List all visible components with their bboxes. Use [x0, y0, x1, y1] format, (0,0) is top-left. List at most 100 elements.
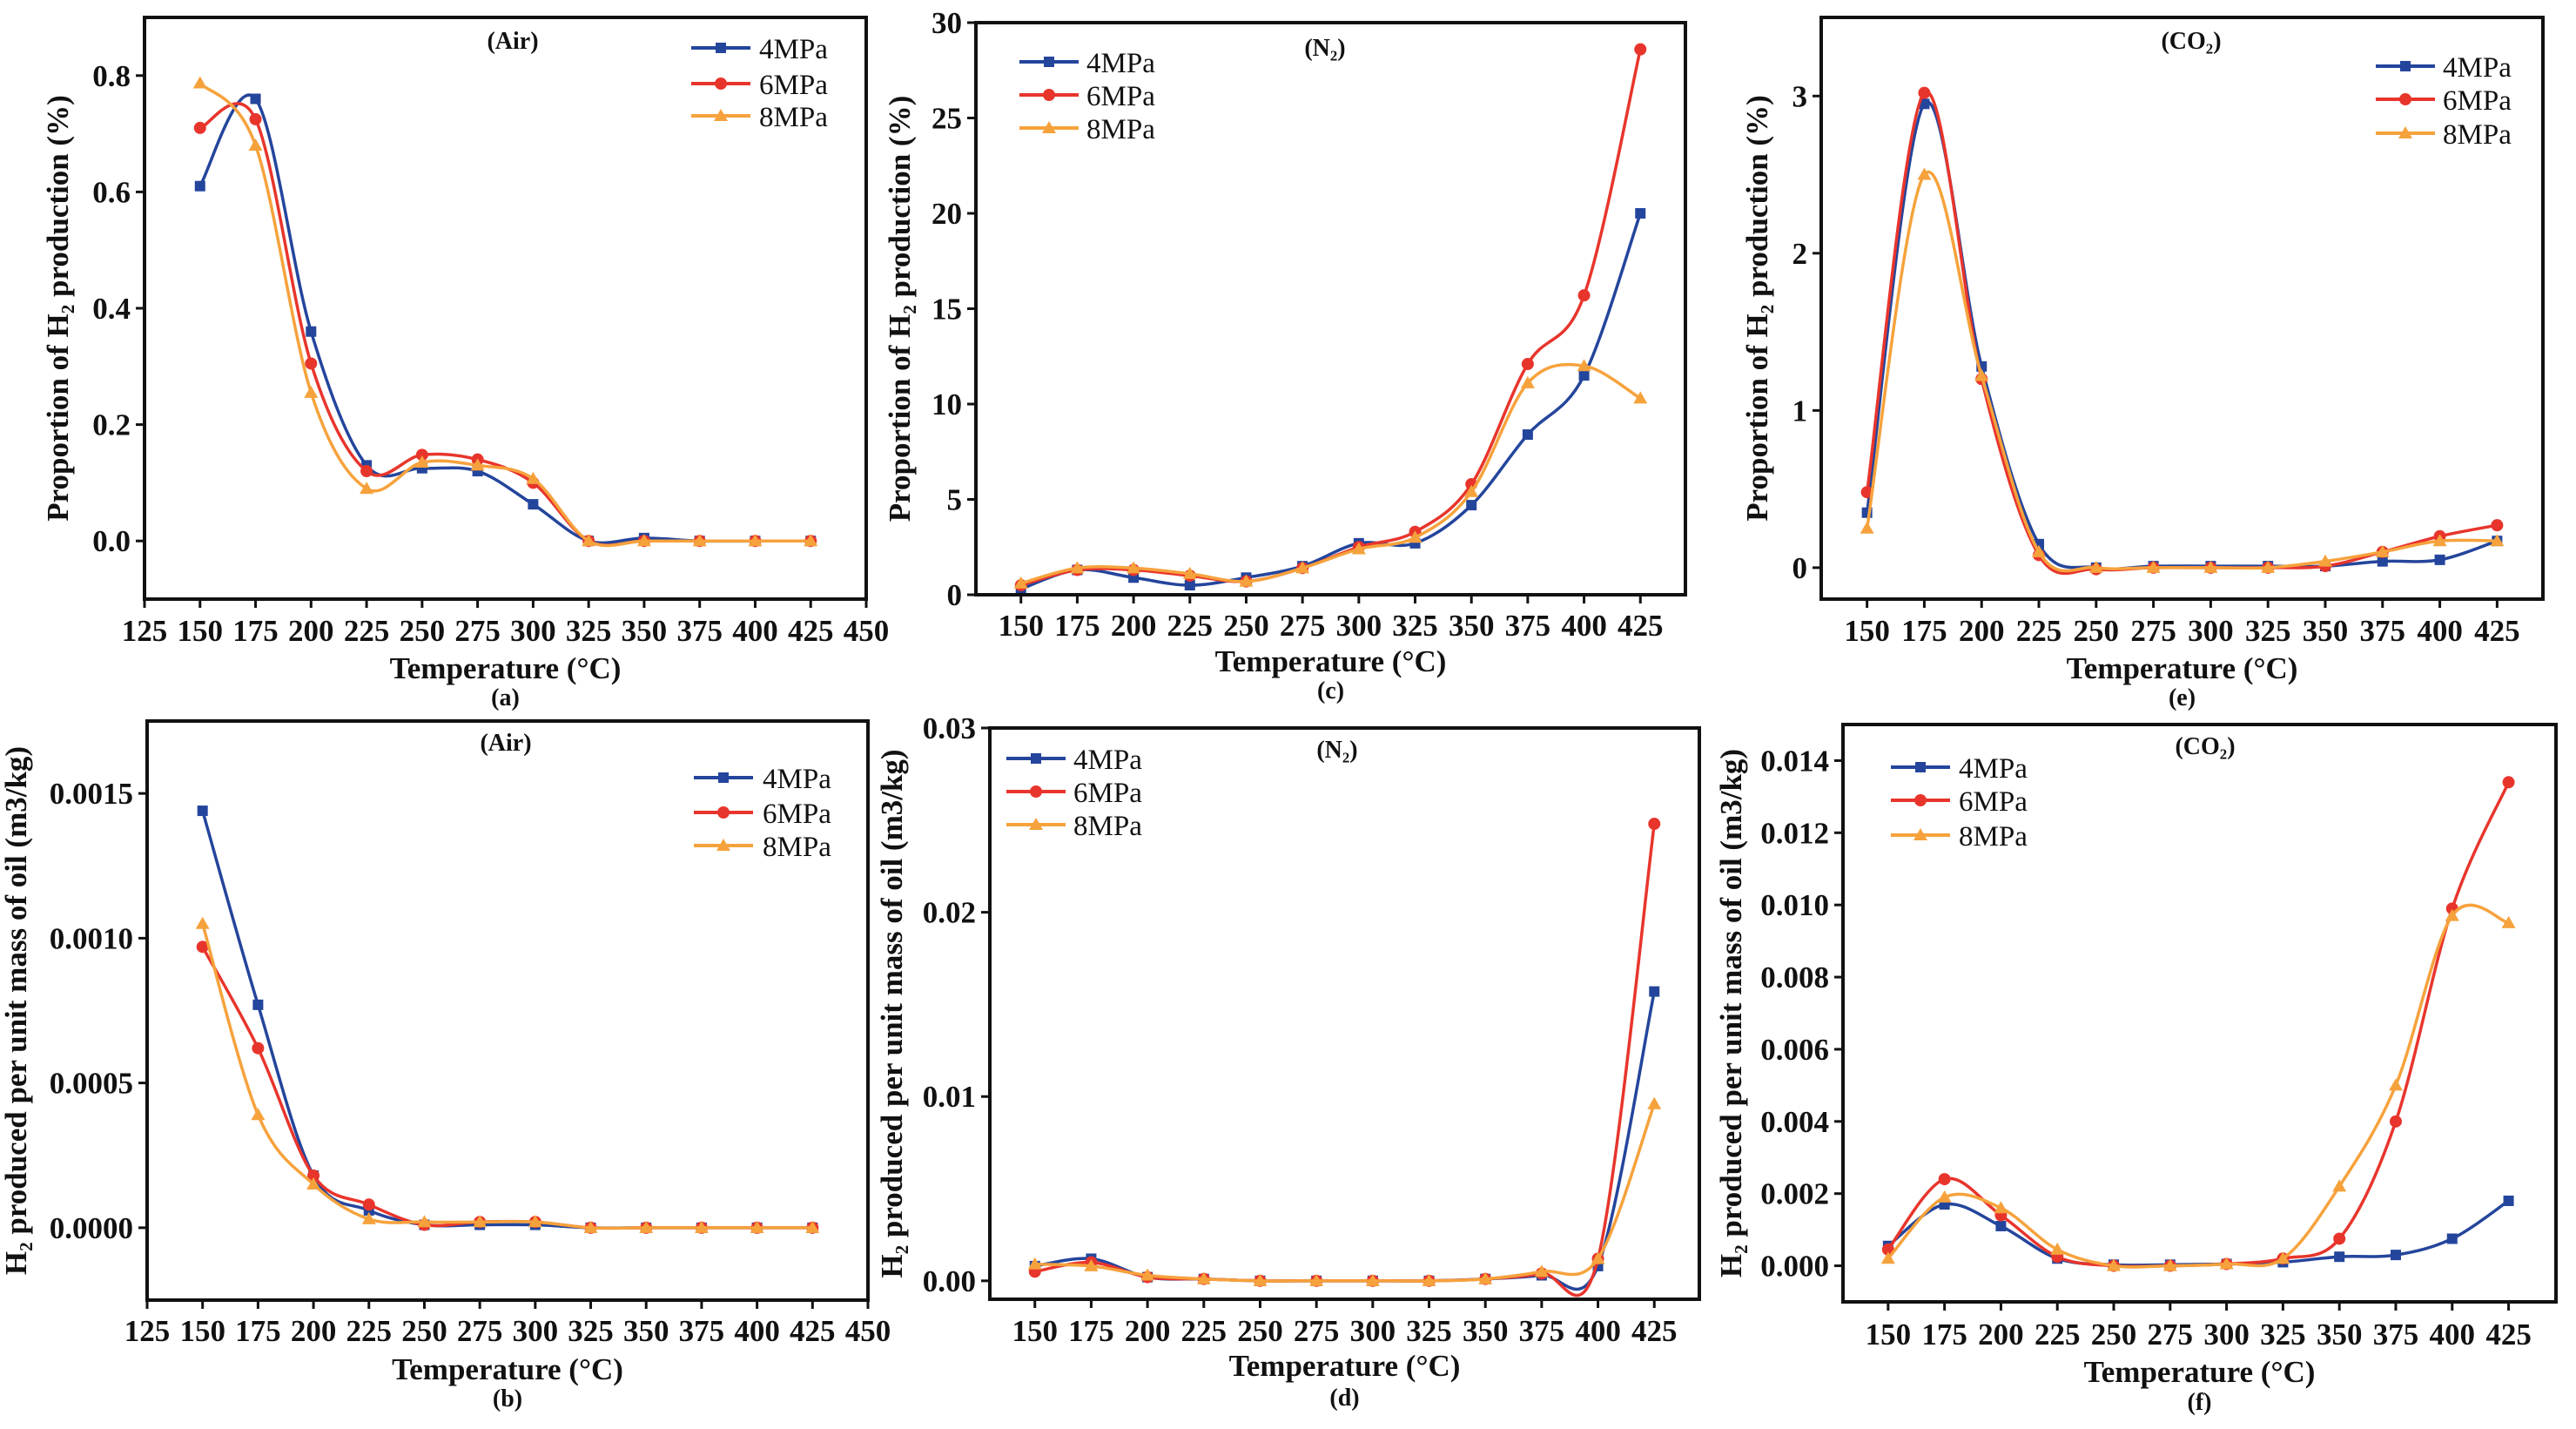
x-tick-label: 300: [513, 1314, 559, 1348]
x-tick-label: 450: [844, 614, 890, 648]
series-line-4MPa: [1887, 1199, 2510, 1267]
series-4MPa: [194, 93, 817, 547]
circle-marker: [1043, 89, 1055, 101]
series-8MPa: [192, 76, 818, 548]
legend-item-6MPa: 6MPa: [691, 70, 828, 101]
x-tick-label: 325: [566, 614, 612, 648]
plot-frame: [974, 21, 1687, 597]
x-tick-label: 125: [124, 1314, 171, 1348]
square-marker: [1919, 98, 1930, 110]
y-tick-label: 0.008: [1760, 961, 1829, 994]
legend-label: 6MPa: [759, 70, 828, 101]
x-tick-label: 300: [510, 614, 556, 648]
circle-marker: [360, 465, 373, 478]
x-tick-label: 175: [232, 614, 279, 648]
x-tick-label: 350: [1463, 1314, 1509, 1348]
x-tick-label: 425: [1618, 609, 1664, 643]
series-line-8MPa: [1034, 1103, 1656, 1283]
square-marker: [197, 805, 208, 817]
x-tick-label: 250: [2091, 1318, 2137, 1351]
square-marker: [1184, 580, 1195, 591]
triangle-marker: [1182, 566, 1197, 579]
triangle-marker: [1534, 1264, 1549, 1277]
legend-item-4MPa: 4MPa: [2376, 52, 2512, 84]
square-marker: [1649, 986, 1660, 997]
triangle-marker: [1647, 1096, 1662, 1109]
legend-label: 8MPa: [2443, 119, 2512, 151]
legend-label: 8MPa: [763, 832, 831, 863]
x-axis-label: Temperature (°C): [1229, 1349, 1461, 1383]
y-tick-label: 30: [932, 6, 962, 40]
x-tick-label: 250: [1237, 1314, 1283, 1348]
circle-marker: [715, 78, 727, 90]
x-tick-label: 425: [788, 614, 834, 648]
x-tick-label: 375: [1505, 609, 1551, 643]
triangle-marker: [2219, 1257, 2234, 1270]
x-tick-label: 225: [1167, 609, 1214, 643]
panel-d: 150 175 200 225 250 275 300 325 350 375 400 425 0.00…: [875, 711, 1701, 1412]
x-tick-label: 300: [1350, 1314, 1396, 1348]
legend-item-4MPa: 4MPa: [1006, 745, 1142, 776]
legend-item-6MPa: 6MPa: [1006, 778, 1142, 809]
y-tick-label: 1: [1792, 394, 1808, 428]
triangle-marker: [361, 1211, 376, 1224]
x-tick-label: 400: [2417, 614, 2463, 648]
triangle-marker: [582, 534, 596, 547]
y-tick-label: 0.014: [1760, 744, 1829, 778]
triangle-marker: [414, 455, 429, 468]
x-tick-label: 375: [679, 1314, 725, 1348]
x-tick-label: 175: [235, 1314, 281, 1348]
circle-marker: [717, 806, 730, 819]
panel-a: 125 150 175 200 225 250 275 300 325 350 375 400 425 4…: [41, 16, 890, 711]
legend-item-8MPa: 8MPa: [2376, 119, 2512, 151]
panel-title: (N₂): [1304, 35, 1345, 62]
panel-caption: (c): [1317, 677, 1344, 704]
series-line-4MPa: [1865, 100, 2498, 571]
x-tick-label: 275: [454, 614, 501, 648]
square-marker: [1635, 208, 1646, 219]
series-line-8MPa: [1887, 903, 2510, 1269]
triangle-marker: [2432, 534, 2447, 547]
series-line-4MPa: [198, 93, 811, 545]
legend-item-4MPa: 4MPa: [694, 764, 831, 795]
y-tick-label: 0.0000: [50, 1211, 133, 1245]
triangle-marker: [248, 138, 263, 151]
y-tick-label: 15: [932, 293, 962, 327]
triangle-marker: [639, 1220, 654, 1233]
x-tick-label: 375: [2373, 1318, 2419, 1351]
series-line-4MPa: [1034, 991, 1656, 1291]
triangle-marker: [1880, 1251, 1895, 1264]
square-marker: [716, 43, 726, 53]
plot-frame: [1841, 723, 2558, 1304]
triangle-marker: [636, 534, 651, 547]
triangle-marker: [1239, 574, 1254, 587]
x-axis-label: Temperature (°C): [392, 1352, 623, 1386]
x-tick-label: 150: [1844, 614, 1890, 648]
circle-marker: [1030, 785, 1042, 798]
triangle-marker: [192, 76, 207, 89]
x-tick-label: 400: [1561, 609, 1607, 643]
triangle-marker: [2162, 1258, 2177, 1271]
legend-label: 8MPa: [1073, 811, 1142, 842]
x-tick-label: 300: [2188, 614, 2234, 648]
x-tick-label: 200: [288, 614, 334, 648]
series-6MPa: [1860, 86, 2504, 576]
x-tick-label: 150: [1866, 1318, 1912, 1351]
series-8MPa: [1860, 167, 2505, 573]
circle-marker: [362, 1198, 375, 1211]
circle-marker: [1577, 289, 1591, 302]
square-marker: [2434, 554, 2445, 565]
triangle-marker: [1196, 1271, 1211, 1284]
series-4MPa: [1015, 208, 1646, 595]
triangle-marker: [804, 534, 818, 547]
circle-marker: [249, 112, 262, 125]
series-8MPa: [1013, 359, 1648, 589]
x-tick-label: 425: [2485, 1318, 2532, 1351]
series-4MPa: [1882, 1195, 2514, 1271]
x-tick-label: 350: [2317, 1318, 2363, 1351]
circle-marker: [1918, 86, 1931, 99]
y-tick-label: 20: [932, 197, 962, 231]
panel-title: (Air): [487, 28, 538, 55]
y-tick-label: 0.8: [92, 59, 131, 93]
triangle-marker: [2490, 534, 2505, 547]
